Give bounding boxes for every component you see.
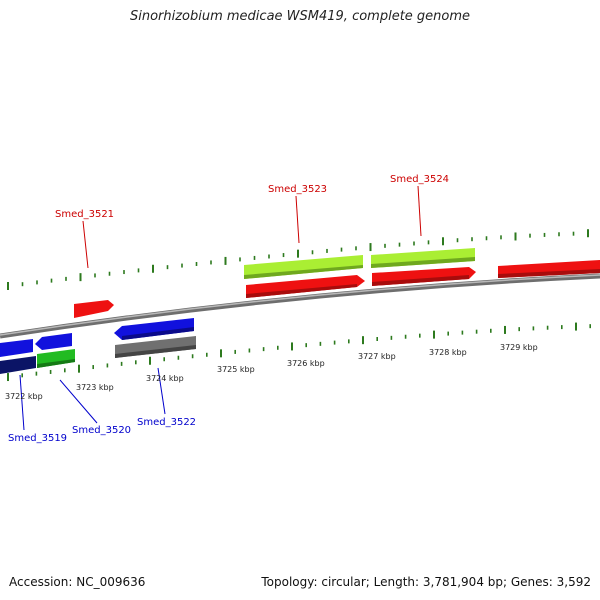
genome-stats-text: Topology: circular; Length: 3,781,904 bp… (261, 575, 591, 589)
gene-label-smed-3523: Smed_3523 (268, 184, 327, 195)
scale-label: 3723 kbp (76, 383, 114, 392)
gene-label-smed-3519: Smed_3519 (8, 433, 67, 444)
leader-smed-3521 (82, 220, 89, 269)
genome-backbone (0, 273, 600, 339)
gene-feature-smed-3524-lime[interactable] (371, 248, 475, 268)
gene-feature-smed-3520-blue[interactable] (35, 333, 72, 350)
gene-feature-red-small[interactable] (74, 300, 114, 318)
gene-feature-smed-3524-red[interactable] (372, 267, 476, 286)
scale-label: 3726 kbp (287, 359, 325, 368)
scale-label: 3724 kbp (146, 374, 184, 383)
gene-feature-red-right[interactable] (498, 260, 600, 278)
scale-label: 3727 kbp (358, 352, 396, 361)
leader-smed-3523 (295, 195, 300, 244)
gene-feature-smed-3523-lime[interactable] (244, 255, 363, 279)
scale-label: 3725 kbp (217, 365, 255, 374)
gene-feature-smed-3519-navy[interactable] (0, 356, 36, 374)
scale-label: 3729 kbp (500, 343, 538, 352)
gene-label-smed-3522: Smed_3522 (137, 417, 196, 428)
tick-marks-bottom (7, 322, 592, 382)
gene-feature-smed-3519-blue[interactable] (0, 339, 33, 357)
tick-marks-top (7, 229, 589, 290)
leader-smed-3524 (417, 185, 422, 237)
gene-feature-smed-3522-blue[interactable] (114, 318, 194, 340)
gene-feature-smed-3522-gray[interactable] (115, 336, 196, 358)
leader-smed-3519 (19, 374, 25, 431)
scale-label: 3722 kbp (5, 392, 43, 401)
map-title: Sinorhizobium medicae WSM419, complete g… (129, 9, 471, 24)
gene-label-smed-3521: Smed_3521 (55, 209, 114, 220)
gene-label-smed-3524: Smed_3524 (390, 174, 449, 185)
gene-feature-smed-3520-green[interactable] (37, 349, 75, 368)
gene-feature-smed-3523-red[interactable] (246, 275, 365, 298)
gene-label-smed-3520: Smed_3520 (72, 425, 131, 436)
accession-text: Accession: NC_009636 (9, 575, 146, 589)
scale-label: 3728 kbp (429, 348, 467, 357)
leader-smed-3520 (59, 379, 98, 424)
leader-smed-3522 (157, 367, 166, 415)
